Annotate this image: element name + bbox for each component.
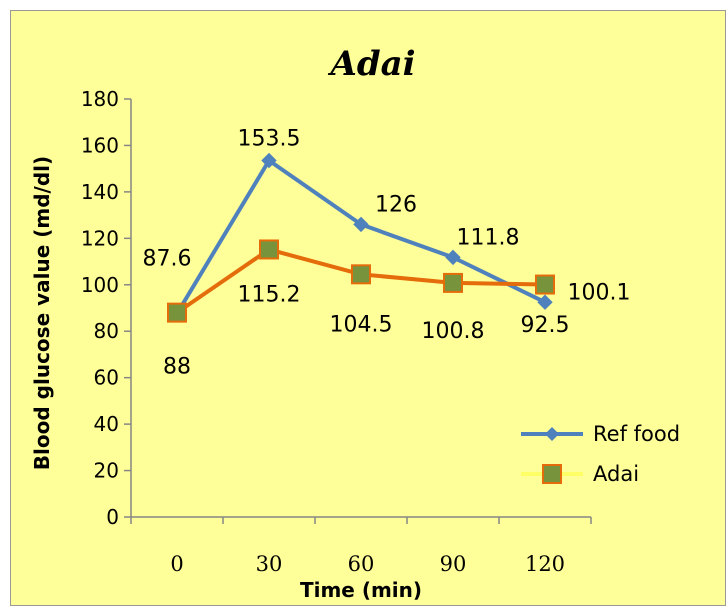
y-axis-ticks: 0 20 40 60 80 100 120 140 160 180 (81, 87, 131, 529)
x-tick-label: 120 (525, 552, 565, 576)
data-point (167, 302, 187, 323)
data-point (443, 272, 463, 293)
legend-label: Ref food (593, 422, 680, 446)
y-tick-label: 60 (94, 366, 119, 390)
x-axis-title: Time (min) (300, 578, 422, 602)
data-label: 111.8 (457, 225, 520, 250)
x-axis-ticks: 0 30 60 90 120 (130, 517, 592, 576)
y-tick-label: 80 (94, 319, 119, 343)
y-tick-label: 100 (81, 273, 119, 297)
data-label: 87.6 (143, 247, 192, 272)
x-tick-label: 90 (440, 552, 467, 576)
data-point (259, 239, 279, 260)
legend: Ref food Adai (521, 422, 680, 486)
series-layer (167, 152, 555, 323)
y-tick-label: 180 (81, 87, 119, 111)
chart-title: Adai (327, 44, 415, 84)
y-tick-label: 140 (81, 180, 119, 204)
y-tick-label: 0 (106, 505, 119, 529)
legend-label: Adai (593, 462, 639, 486)
x-tick-label: 0 (170, 552, 183, 576)
data-point (445, 249, 461, 266)
data-point (535, 274, 555, 295)
legend-marker (542, 464, 562, 484)
data-label: 153.5 (238, 127, 301, 152)
data-point (537, 294, 553, 310)
data-labels: 87.6 153.5 126 111.8 92.5 88 115.2 104.5 100.8 10… (143, 127, 631, 380)
data-point (261, 152, 277, 169)
data-point (351, 264, 371, 285)
data-label: 104.5 (330, 312, 393, 337)
data-label: 88 (163, 355, 191, 380)
data-label: 92.5 (521, 313, 570, 338)
line-chart: Adai 0 20 40 60 80 100 120 140 160 180 0 30 60 90 120… (30, 44, 680, 602)
y-tick-label: 40 (94, 412, 119, 436)
legend-marker (545, 427, 559, 441)
x-tick-label: 30 (256, 552, 283, 576)
data-label: 115.2 (238, 282, 301, 307)
x-tick-label: 60 (348, 552, 375, 576)
data-label: 126 (375, 192, 417, 217)
data-label: 100.8 (422, 319, 485, 344)
chart-frame: Adai 0 20 40 60 80 100 120 140 160 180 0 30 60 90 120… (10, 10, 726, 606)
y-axis-title: Blood glucose value (md/dl) (30, 156, 54, 470)
y-tick-label: 20 (94, 459, 119, 483)
data-point (353, 216, 369, 233)
axes (130, 99, 591, 518)
y-tick-label: 160 (81, 133, 119, 157)
y-tick-label: 120 (81, 226, 119, 250)
data-label: 100.1 (568, 281, 631, 306)
